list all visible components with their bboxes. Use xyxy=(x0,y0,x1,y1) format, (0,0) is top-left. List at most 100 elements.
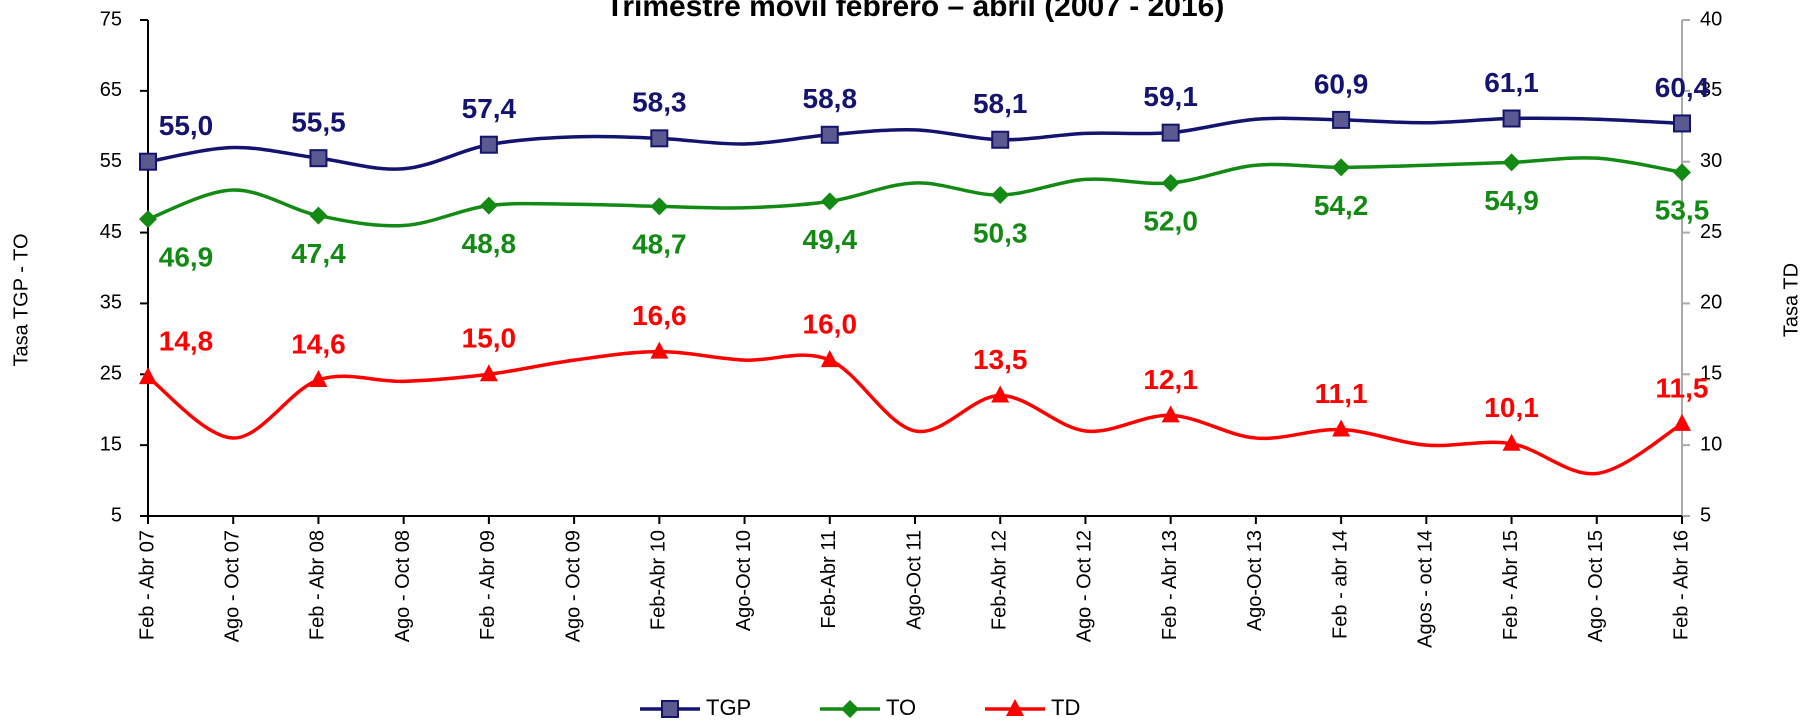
data-label: 54,9 xyxy=(1484,185,1539,216)
y2-tick-label: 25 xyxy=(1700,221,1722,243)
marker xyxy=(1673,413,1691,431)
series-line xyxy=(147,156,1683,228)
marker xyxy=(479,196,498,215)
series-line xyxy=(147,116,1683,171)
data-label: 13,5 xyxy=(973,344,1028,375)
x-tick-label: Feb-Abr 11 xyxy=(818,530,840,629)
data-label: 55,0 xyxy=(159,110,214,141)
marker xyxy=(1161,405,1180,423)
marker xyxy=(820,350,839,368)
y2-tick-label: 5 xyxy=(1700,504,1711,526)
y2-tick-label: 20 xyxy=(1700,292,1722,314)
y2-tick-label: 40 xyxy=(1700,8,1722,30)
legend-label: TD xyxy=(1051,695,1080,720)
legend-label: TO xyxy=(886,695,916,720)
marker xyxy=(1502,433,1521,451)
x-tick-label: Ago - Oct 07 xyxy=(222,530,244,642)
marker xyxy=(661,700,679,718)
data-label: 16,6 xyxy=(632,300,687,331)
marker xyxy=(1502,153,1521,172)
x-tick-label: Feb - Abr 16 xyxy=(1670,530,1692,640)
data-label: 55,5 xyxy=(291,107,346,138)
marker xyxy=(1161,173,1180,192)
data-label: 50,3 xyxy=(973,217,1028,248)
marker xyxy=(479,135,498,154)
marker xyxy=(991,130,1010,149)
x-tick-label: Feb - Abr 13 xyxy=(1159,530,1181,640)
y-tick-label: 25 xyxy=(100,363,122,385)
marker xyxy=(139,152,157,171)
y-tick-label: 55 xyxy=(100,150,122,172)
y2-tick-label: 35 xyxy=(1700,79,1722,101)
data-label: 54,2 xyxy=(1314,190,1369,221)
marker xyxy=(309,206,328,225)
y-axis-label: Tasa TGP - TO xyxy=(10,233,32,366)
marker xyxy=(820,192,839,211)
data-label: 57,4 xyxy=(462,93,517,124)
data-label: 60,4 xyxy=(1655,72,1710,103)
x-tick-label: Feb - Abr 09 xyxy=(477,530,499,640)
data-label: 12,1 xyxy=(1143,364,1198,395)
x-tick-label: Ago - Oct 08 xyxy=(392,530,414,642)
data-label: 53,5 xyxy=(1655,195,1710,226)
x-tick-label: Feb - Abr 08 xyxy=(307,530,329,640)
y-tick-label: 65 xyxy=(100,79,122,101)
marker xyxy=(1006,699,1024,716)
marker xyxy=(309,149,328,168)
data-label: 11,5 xyxy=(1656,372,1709,403)
x-tick-label: Agos - oct 14 xyxy=(1415,530,1437,648)
x-tick-label: Feb - Abr 15 xyxy=(1500,530,1522,640)
x-tick-label: Feb-Abr 10 xyxy=(648,530,670,630)
marker xyxy=(650,341,669,359)
data-label: 52,0 xyxy=(1143,205,1198,236)
x-tick-label: Ago - Oct 09 xyxy=(562,530,584,642)
data-label: 10,1 xyxy=(1484,392,1539,423)
data-label: 14,8 xyxy=(159,326,214,357)
marker xyxy=(479,364,498,382)
y2-tick-label: 30 xyxy=(1700,150,1722,172)
marker xyxy=(1673,163,1691,182)
data-label: 15,0 xyxy=(462,323,517,354)
marker xyxy=(1502,109,1521,128)
y-tick-label: 75 xyxy=(100,8,122,30)
marker xyxy=(1332,110,1351,129)
marker xyxy=(841,700,859,718)
data-label: 60,9 xyxy=(1314,68,1369,99)
data-label: 58,3 xyxy=(632,87,687,118)
data-label: 48,8 xyxy=(462,228,517,259)
data-label: 11,1 xyxy=(1315,378,1368,409)
marker xyxy=(309,369,328,387)
data-label: 14,6 xyxy=(291,328,346,359)
y2-tick-label: 10 xyxy=(1700,433,1722,455)
data-label: 16,0 xyxy=(803,309,858,340)
marker xyxy=(1332,158,1351,177)
data-label: 61,1 xyxy=(1484,67,1539,98)
y-tick-label: 5 xyxy=(111,504,122,526)
y-tick-label: 35 xyxy=(100,292,122,314)
marker xyxy=(139,367,157,385)
data-label: 48,7 xyxy=(632,229,687,260)
data-label: 49,4 xyxy=(803,224,858,255)
marker xyxy=(991,186,1010,205)
x-tick-label: Feb - Abr 07 xyxy=(136,530,158,640)
marker xyxy=(650,197,669,216)
marker xyxy=(1161,123,1180,142)
marker xyxy=(991,385,1010,403)
series-line xyxy=(146,349,1683,476)
x-tick-label: Ago-Oct 13 xyxy=(1244,530,1266,631)
x-tick-label: Ago - Oct 15 xyxy=(1585,530,1607,642)
y-tick-label: 15 xyxy=(100,433,122,455)
marker xyxy=(139,210,157,229)
marker xyxy=(1332,419,1351,437)
y2-axis-label: Tasa TD xyxy=(1780,263,1802,337)
x-tick-label: Ago-Oct 10 xyxy=(733,530,755,631)
legend-label: TGP xyxy=(706,695,751,720)
marker xyxy=(1673,114,1691,133)
x-tick-label: Ago-Oct 11 xyxy=(903,530,925,630)
chart-title: Trimestre móvil febrero – abril (2007 - … xyxy=(606,0,1225,23)
data-label: 47,4 xyxy=(291,238,346,269)
y2-tick-label: 15 xyxy=(1700,363,1722,385)
data-label: 58,1 xyxy=(973,88,1028,119)
marker xyxy=(650,129,669,148)
